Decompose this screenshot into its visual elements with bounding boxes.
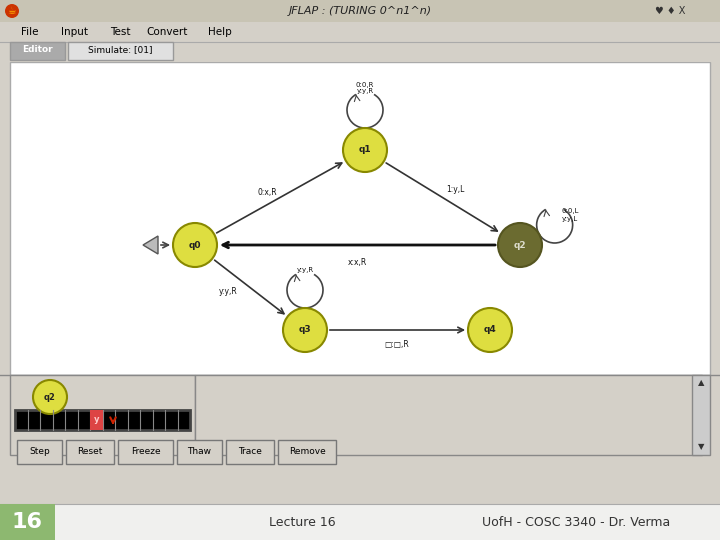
FancyBboxPatch shape bbox=[177, 440, 222, 464]
Text: 1:y,L: 1:y,L bbox=[446, 186, 464, 194]
FancyBboxPatch shape bbox=[10, 62, 710, 375]
Text: Thaw: Thaw bbox=[187, 448, 212, 456]
Text: Editor: Editor bbox=[22, 45, 53, 55]
Text: y: y bbox=[94, 415, 99, 424]
FancyBboxPatch shape bbox=[118, 440, 173, 464]
FancyBboxPatch shape bbox=[226, 440, 274, 464]
Polygon shape bbox=[143, 236, 158, 254]
Circle shape bbox=[468, 308, 512, 352]
FancyBboxPatch shape bbox=[0, 504, 720, 540]
Text: File: File bbox=[22, 27, 39, 37]
Text: y:y,R: y:y,R bbox=[219, 287, 238, 296]
FancyBboxPatch shape bbox=[0, 42, 720, 62]
FancyBboxPatch shape bbox=[10, 42, 65, 60]
Text: 16: 16 bbox=[12, 512, 43, 532]
FancyBboxPatch shape bbox=[15, 410, 190, 430]
Text: Trace: Trace bbox=[238, 448, 262, 456]
Text: q1: q1 bbox=[359, 145, 372, 154]
Text: 0:0,R
y:y,R: 0:0,R y:y,R bbox=[356, 82, 374, 94]
Circle shape bbox=[343, 128, 387, 172]
Text: 0:x,R: 0:x,R bbox=[257, 187, 276, 197]
Text: Convert: Convert bbox=[146, 27, 188, 37]
FancyBboxPatch shape bbox=[692, 375, 710, 455]
FancyBboxPatch shape bbox=[66, 440, 114, 464]
Text: ♥ ♦ X: ♥ ♦ X bbox=[654, 6, 685, 16]
Text: Reset: Reset bbox=[77, 448, 103, 456]
FancyBboxPatch shape bbox=[0, 22, 720, 42]
Text: Lecture 16: Lecture 16 bbox=[269, 516, 336, 529]
Text: Simulate: [01]: Simulate: [01] bbox=[88, 45, 152, 55]
Text: 0:0,L
y:y,L: 0:0,L y:y,L bbox=[562, 208, 579, 221]
FancyBboxPatch shape bbox=[195, 375, 702, 455]
Text: Step: Step bbox=[29, 448, 50, 456]
Circle shape bbox=[498, 223, 542, 267]
Text: y:y,R: y:y,R bbox=[297, 267, 314, 273]
Text: Help: Help bbox=[208, 27, 232, 37]
Text: ▼: ▼ bbox=[698, 442, 704, 451]
FancyBboxPatch shape bbox=[10, 375, 195, 455]
Text: q0: q0 bbox=[189, 240, 202, 249]
Text: JFLAP : (TURING 0^n1^n): JFLAP : (TURING 0^n1^n) bbox=[289, 6, 431, 16]
Text: ☕: ☕ bbox=[8, 6, 17, 16]
FancyBboxPatch shape bbox=[90, 410, 102, 430]
Text: q2: q2 bbox=[44, 393, 56, 402]
Text: Input: Input bbox=[61, 27, 89, 37]
Text: Remove: Remove bbox=[289, 448, 325, 456]
Circle shape bbox=[173, 223, 217, 267]
Text: Test: Test bbox=[109, 27, 130, 37]
Circle shape bbox=[5, 4, 19, 18]
Text: q2: q2 bbox=[513, 240, 526, 249]
FancyBboxPatch shape bbox=[0, 0, 720, 22]
FancyBboxPatch shape bbox=[68, 42, 173, 60]
Text: UofH - COSC 3340 - Dr. Verma: UofH - COSC 3340 - Dr. Verma bbox=[482, 516, 670, 529]
Circle shape bbox=[283, 308, 327, 352]
Text: □:□,R: □:□,R bbox=[384, 340, 410, 348]
Text: ▲: ▲ bbox=[698, 379, 704, 388]
FancyBboxPatch shape bbox=[278, 440, 336, 464]
Text: q4: q4 bbox=[484, 326, 496, 334]
Text: Freeze: Freeze bbox=[131, 448, 161, 456]
FancyBboxPatch shape bbox=[0, 504, 55, 540]
Text: x:x,R: x:x,R bbox=[347, 259, 366, 267]
Circle shape bbox=[33, 380, 67, 414]
FancyBboxPatch shape bbox=[17, 440, 62, 464]
Text: q3: q3 bbox=[299, 326, 311, 334]
